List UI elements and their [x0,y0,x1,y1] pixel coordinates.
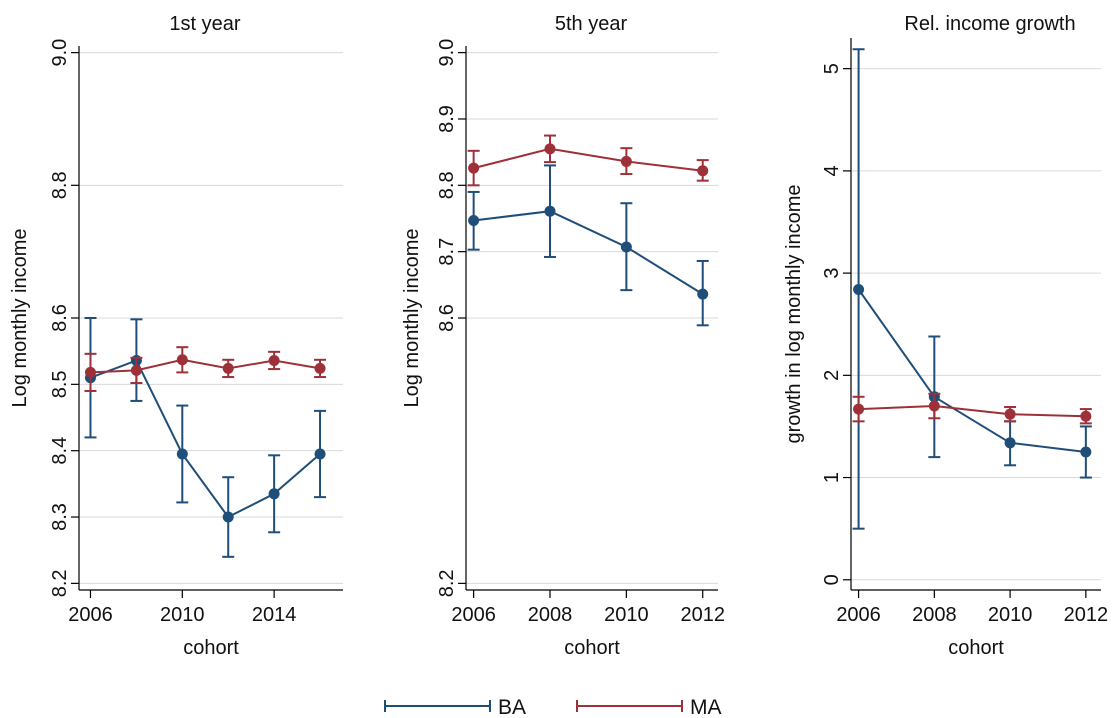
series-ma [467,134,709,187]
series-line [473,210,704,295]
y-tick-label: 8.8 [436,171,458,199]
data-point [620,241,632,253]
data-point [176,354,188,366]
data-point [544,205,556,217]
y-tick-label: 4 [821,165,843,176]
panel-title: 5th year [555,13,628,35]
series-line [90,359,321,519]
x-tick-label: 2006 [451,604,496,626]
legend-label-ba: BA [498,696,526,718]
y-tick-label: 3 [821,268,843,279]
data-point [468,214,480,226]
data-point [1080,410,1092,422]
y-axis-label: growth in log monthly income [783,184,805,443]
chart-panel-3: Rel. income growth 0 1 2 3 4 5 2006 2008 2010 2012… [783,13,1108,659]
series-ma [84,346,327,392]
y-tick-label: 8.6 [49,304,71,332]
data-point [314,448,326,460]
x-tick-label: 2010 [988,604,1033,626]
x-tick-label: 2012 [1064,604,1109,626]
series-ba [852,48,1092,530]
data-point [268,354,280,366]
y-tick-label: 2 [821,370,843,381]
series-ba [467,164,709,327]
data-point [1080,446,1092,458]
y-axis-label: Log monthly income [9,229,31,408]
y-tick-label: 8.5 [49,370,71,398]
chart-panel-2: 5th year 8.2 8.6 8.7 8.8 8.9 9.0 2006 2008 2010 20… [401,13,725,659]
x-tick-label: 2010 [160,604,205,626]
y-tick-label: 8.6 [436,304,458,332]
x-axis-label: cohort [564,637,620,659]
y-tick-label: 8.9 [436,105,458,133]
panel-title: Rel. income growth [904,13,1075,35]
x-tick-label: 2008 [912,604,957,626]
x-tick-label: 2014 [252,604,297,626]
data-point [544,143,556,155]
y-tick-label: 8.4 [49,437,71,465]
data-point [222,362,234,374]
x-tick-label: 2008 [528,604,573,626]
data-point [697,165,709,177]
series-line [858,404,1086,418]
legend: BA MA [384,696,722,718]
data-point [620,155,632,167]
data-point [853,403,865,415]
y-tick-label: 8.8 [49,171,71,199]
y-tick-label: 9.0 [436,39,458,67]
series-line [473,147,703,172]
legend-item-ba: BA [384,696,526,718]
series-ba [84,317,327,558]
data-point [928,400,940,412]
y-tick-label: 0 [821,574,843,585]
legend-label-ma: MA [690,696,722,718]
y-tick-label: 8.2 [436,569,458,597]
series-line [90,358,321,374]
x-tick-label: 2006 [68,604,113,626]
y-tick-label: 1 [821,472,843,483]
series-line [857,288,1086,453]
x-axis-label: cohort [183,637,239,659]
y-axis-label: Log monthly income [401,229,423,408]
data-point [84,366,96,378]
x-axis-label: cohort [948,637,1004,659]
chart-panel-1: 1st year 8.2 8.3 8.4 8.5 8.6 8.8 9.0 2006 2010 201… [9,13,343,659]
y-tick-label: 5 [821,63,843,74]
data-point [853,283,865,295]
y-tick-label: 8.3 [49,503,71,531]
data-point [130,364,142,376]
data-point [468,162,480,174]
y-tick-label: 8.7 [436,238,458,266]
series-ma [852,392,1092,425]
x-tick-label: 2006 [836,604,881,626]
data-point [222,511,234,523]
y-tick-label: 9.0 [49,39,71,67]
legend-item-ma: MA [576,696,722,718]
data-point [697,288,709,300]
data-point [1004,437,1016,449]
panel-title: 1st year [169,13,240,35]
y-tick-label: 8.2 [49,569,71,597]
x-tick-label: 2010 [604,604,649,626]
data-point [268,488,280,500]
x-tick-label: 2012 [680,604,725,626]
data-point [314,362,326,374]
data-point [176,448,188,460]
data-point [1004,408,1016,420]
